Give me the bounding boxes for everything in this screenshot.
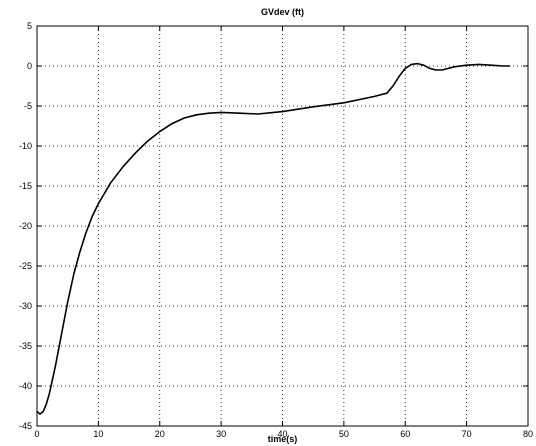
x-tick-label: 80 <box>523 429 533 439</box>
y-tick-label: -20 <box>19 221 32 231</box>
x-tick-label: 20 <box>155 429 165 439</box>
x-tick-label: 30 <box>216 429 226 439</box>
y-tick-label: -25 <box>19 261 32 271</box>
y-tick-label: -35 <box>19 341 32 351</box>
x-tick-label: 0 <box>34 429 39 439</box>
series-line <box>36 62 511 415</box>
y-tick-label: -45 <box>19 421 32 431</box>
x-tick-label: 70 <box>462 429 472 439</box>
x-tick-label: 50 <box>339 429 349 439</box>
y-tick-label: -30 <box>19 301 32 311</box>
y-tick-label: -5 <box>24 101 32 111</box>
y-tick-label: 0 <box>27 61 32 71</box>
y-tick-labels: 5 0 -5 -10 -15 -20 -25 -30 -35 -40 -45 <box>19 21 32 431</box>
y-tick-label: -40 <box>19 381 32 391</box>
x-axis-label: time(s) <box>268 434 298 444</box>
y-tick-label: -15 <box>19 181 32 191</box>
grid <box>37 26 528 426</box>
x-tick-label: 40 <box>277 429 287 439</box>
y-tick-label: -10 <box>19 141 32 151</box>
axis-ticks <box>36 25 529 427</box>
chart-title: GVdev (ft) <box>261 7 304 17</box>
x-tick-label: 60 <box>400 429 410 439</box>
series-layer <box>36 62 511 415</box>
x-tick-label: 10 <box>93 429 103 439</box>
y-tick-label: 5 <box>27 21 32 31</box>
x-tick-labels: 0 10 20 30 40 50 60 70 80 <box>34 429 533 439</box>
